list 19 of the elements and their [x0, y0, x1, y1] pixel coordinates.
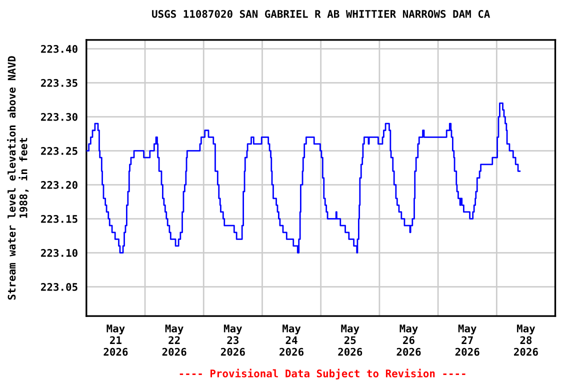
y-tick-label: 223.20	[41, 181, 78, 189]
x-tick-label: May 24 2026	[280, 324, 304, 356]
y-tick-label: 223.05	[41, 283, 78, 291]
x-tick-label: May 27 2026	[455, 324, 480, 356]
x-tick-label: May 28 2026	[514, 324, 538, 356]
x-tick-label: May 25 2026	[338, 324, 362, 356]
x-tick-label: May 23 2026	[220, 324, 245, 356]
y-tick-label: 223.30	[41, 113, 78, 121]
text: ---- Provisional Data Subject to Revision ----	[180, 368, 466, 380]
x-tick-label: May 26 2026	[396, 324, 421, 356]
chart-title: USGS 11087020 SAN GABRIEL R AB WHITTIER NARROWS DAM CA	[152, 10, 490, 18]
x-tick-label: May 22 2026	[162, 324, 186, 356]
y-tick-label: 223.40	[41, 45, 78, 53]
y-axis-title: Stream water level elevation above NAVD 1988, in feet	[7, 56, 29, 300]
y-tick-label: 223.15	[41, 215, 78, 223]
y-tick-label: 223.35	[41, 79, 78, 87]
y-tick-label: 223.25	[41, 147, 78, 155]
x-tick-label: May 21 2026	[104, 324, 128, 356]
y-tick-label: 223.10	[41, 249, 78, 257]
